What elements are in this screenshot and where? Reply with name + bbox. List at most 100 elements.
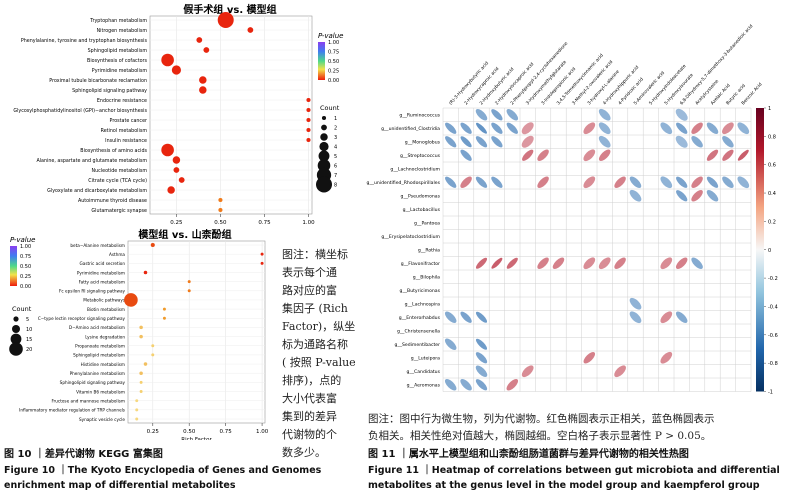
correlation-ellipse xyxy=(737,149,749,161)
pvalue-legend-tick: 1.00 xyxy=(20,244,31,250)
plot-area xyxy=(127,240,266,424)
correlation-ellipse xyxy=(460,311,472,323)
correlation-ellipse xyxy=(460,379,472,391)
correlation-ellipse xyxy=(522,149,534,161)
colorbar-tick-label: 0.2 xyxy=(768,219,776,225)
x-tick-label: 0.75 xyxy=(258,220,271,225)
correlation-ellipse xyxy=(444,338,457,350)
enrichment-chart-model-vs-kaempferol: 模型组 vs. 山柰酚组 0.25 0.50 0.75 1.00 Rich Factor b… xyxy=(9,228,269,440)
correlation-ellipse xyxy=(475,379,488,391)
count-legend-dot xyxy=(321,124,327,131)
heatmap-row-label: g__Aeromonas xyxy=(407,382,441,388)
correlation-ellipse xyxy=(722,149,734,161)
enrichment-point xyxy=(171,65,182,75)
enrichment-point xyxy=(187,280,191,284)
x-tick-label: 0.50 xyxy=(183,429,196,435)
count-legend-label: 6 xyxy=(334,164,337,170)
correlation-ellipse xyxy=(552,257,565,269)
enrichment-point xyxy=(161,53,174,67)
colorbar-tick-label: 0.4 xyxy=(768,191,776,197)
count-legend-title: Count xyxy=(12,305,32,313)
correlation-ellipse xyxy=(460,136,472,148)
enrichment-point xyxy=(151,353,155,357)
heatmap-column-label: 6,8-Dihydroxy-5,7-dimethoxy-3-butanedioi… xyxy=(679,23,755,106)
heatmap-row-label: g__Lachnospira xyxy=(405,301,441,307)
count-legend-label: 2 xyxy=(334,126,337,132)
correlation-ellipse xyxy=(475,109,488,121)
correlation-ellipse xyxy=(722,122,734,135)
correlation-ellipse xyxy=(491,136,503,148)
y-category-label: Nucleotide metabolism xyxy=(92,168,148,174)
y-category-label: Pyrimidine metabolism xyxy=(77,270,125,275)
y-category-label: Glyoxylate and dicarboxylate metabolism xyxy=(47,188,147,194)
enrichment-point xyxy=(247,27,254,33)
y-category-label: C−type lectin receptor signaling pathway xyxy=(38,316,126,321)
figure11-note: 图注：图中行为微生物，列为代谢物。红色椭圆表示正相关，蓝色椭圆表示 负相关。相关… xyxy=(368,413,715,442)
heatmap-colorbar xyxy=(756,108,764,392)
correlation-ellipse xyxy=(629,176,642,188)
x-tick-label: 0.50 xyxy=(214,220,227,225)
pvalue-legend-tick: 0.25 xyxy=(328,69,339,75)
count-legend-label: 10 xyxy=(26,327,32,333)
enrichment-point xyxy=(161,143,174,157)
enrichment-point xyxy=(260,252,264,256)
enrichment-point xyxy=(218,197,223,203)
heatmap-row-label: g__Christensenella xyxy=(397,328,440,334)
enrichment-point xyxy=(187,289,191,293)
heatmap-row-label: g__Lactobacillus xyxy=(403,207,441,213)
correlation-ellipse xyxy=(475,257,488,269)
correlation-ellipse xyxy=(491,122,503,134)
pvalue-colorbar xyxy=(10,246,17,286)
y-category-label: Fatty acid metabolism xyxy=(79,279,125,284)
y-category-label: Pyrimidine metabolism xyxy=(92,68,148,74)
correlation-ellipse xyxy=(475,176,488,188)
y-category-label: Propanoate metabolism xyxy=(75,344,125,349)
correlation-ellipse xyxy=(722,136,734,148)
pvalue-legend-tick: 0.75 xyxy=(328,50,339,56)
count-legend-label: 5 xyxy=(26,317,29,323)
correlation-ellipse xyxy=(691,136,703,148)
enrichment-point xyxy=(306,117,311,123)
y-category-label: D−Amino acid metabolism xyxy=(69,325,125,330)
colorbar-tick-label: -0.6 xyxy=(768,333,778,339)
correlation-ellipse xyxy=(706,122,719,134)
y-category-label: Synaptic vesicle cycle xyxy=(79,417,125,422)
count-legend-label: 3 xyxy=(334,135,337,141)
correlation-ellipse xyxy=(598,257,611,270)
enrichment-point xyxy=(173,167,180,173)
count-legend-dot xyxy=(316,176,332,193)
enrichment-point xyxy=(139,380,143,384)
y-category-label: Vitamin B6 metabolism xyxy=(76,389,125,394)
enrichment-point xyxy=(306,127,311,133)
correlation-ellipse xyxy=(537,149,549,161)
correlation-ellipse xyxy=(629,189,642,202)
y-category-label: Sphingolipid metabolism xyxy=(88,48,148,54)
enrichment-point xyxy=(260,261,264,265)
count-legend-label: 20 xyxy=(26,347,32,353)
colorbar-tick-label: -0.2 xyxy=(768,276,778,282)
correlation-ellipse xyxy=(521,122,534,135)
correlation-ellipse xyxy=(521,365,534,378)
correlation-ellipse xyxy=(445,176,457,188)
heatmap-row-label: g__unidentified_Clostridia xyxy=(381,126,440,132)
correlation-ellipse xyxy=(706,190,719,202)
correlation-ellipse xyxy=(675,135,688,148)
correlation-ellipse xyxy=(583,122,596,135)
correlation-ellipse xyxy=(460,149,472,161)
heatmap-column-label: 5-Hydroxyisourate xyxy=(663,72,695,106)
count-legend-label: 15 xyxy=(26,337,32,343)
y-category-label: Gastric acid secretion xyxy=(80,261,126,266)
y-category-label: Glycosylphosphatidylinositol (GPI)−ancho… xyxy=(13,108,147,114)
correlation-ellipse xyxy=(660,257,673,270)
y-category-label: Citrate cycle (TCA cycle) xyxy=(88,178,147,184)
count-legend-dot xyxy=(13,316,19,322)
y-category-label: Insulin resistance xyxy=(105,138,147,144)
heatmap-row-label: g__Sedimentibacter xyxy=(394,342,440,348)
correlation-ellipse xyxy=(660,351,673,364)
count-legend-dot xyxy=(320,133,328,141)
y-category-label: Lysine degradation xyxy=(85,334,125,339)
enrichment-point xyxy=(162,307,166,311)
enrichment-point xyxy=(306,97,311,103)
